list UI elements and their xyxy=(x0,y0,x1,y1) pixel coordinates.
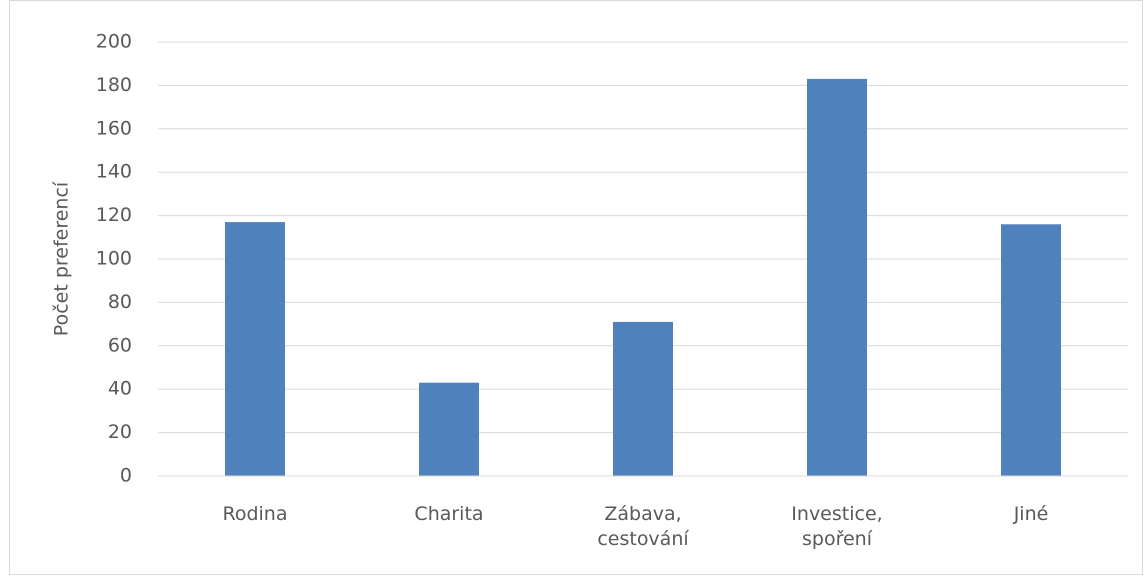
x-tick-label: Investice, spoření xyxy=(791,503,883,550)
bar xyxy=(419,382,479,476)
x-tick-label: Rodina xyxy=(222,503,288,525)
y-tick-label: 20 xyxy=(108,421,132,443)
y-tick-label: 0 xyxy=(120,465,132,487)
x-tick-label: Jiné xyxy=(1013,503,1049,525)
y-tick-label: 100 xyxy=(96,248,132,270)
y-axis-title: Počet preferencí xyxy=(51,181,73,336)
y-tick-label: 120 xyxy=(96,204,132,226)
y-tick-label: 80 xyxy=(108,291,132,313)
bar xyxy=(1001,224,1061,476)
y-tick-label: 40 xyxy=(108,378,132,400)
y-tick-label: 160 xyxy=(96,117,132,139)
y-tick-label: 140 xyxy=(96,161,132,183)
x-tick-label: Zábava, cestování xyxy=(597,503,689,550)
chart-border xyxy=(9,0,1143,575)
bar xyxy=(225,222,285,476)
x-tick-label: Charita xyxy=(414,503,484,525)
y-tick-label: 180 xyxy=(96,74,132,96)
y-tick-label: 200 xyxy=(96,31,132,53)
bar xyxy=(613,321,673,476)
bar xyxy=(807,78,867,476)
y-tick-label: 60 xyxy=(108,334,132,356)
